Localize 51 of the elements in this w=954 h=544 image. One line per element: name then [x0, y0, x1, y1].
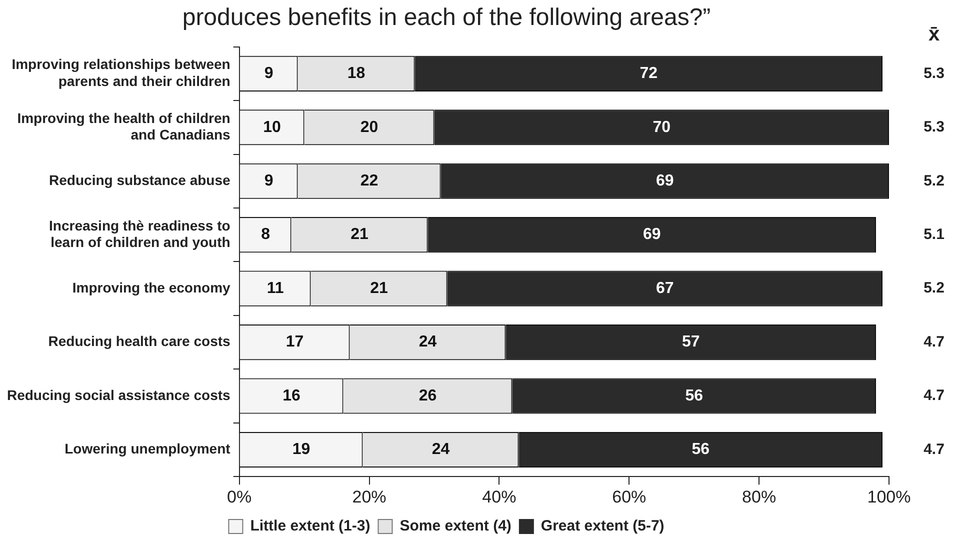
text: 5.1 — [924, 226, 944, 243]
data-label: 20 — [360, 118, 378, 136]
data-label: 22 — [360, 172, 378, 190]
data-label: 18 — [347, 65, 366, 82]
x-tick-label: 60% — [612, 487, 646, 506]
data-label: 56 — [692, 441, 710, 458]
data-label: 69 — [656, 172, 674, 190]
y-tick-label: Reducing health care costs — [48, 333, 231, 350]
x-tick-label: 80% — [742, 487, 776, 506]
y-tick-label: Reducing substance abuse — [49, 172, 231, 188]
data-label: 72 — [640, 65, 658, 82]
data-label: 16 — [282, 387, 301, 404]
legend-label: Little extent (1-3) — [250, 518, 370, 535]
data-label: 57 — [682, 334, 700, 351]
data-label: 19 — [292, 441, 310, 458]
text: 5.3 — [924, 64, 944, 82]
y-tick-label: Improving relationships between parents and their children — [12, 56, 230, 89]
data-label: 56 — [685, 387, 704, 404]
x-tick-label: 20% — [352, 487, 386, 506]
data-label: 10 — [263, 118, 282, 136]
text: 4.7 — [924, 333, 944, 350]
text: x̄ — [928, 23, 940, 46]
text: 4.7 — [924, 387, 944, 404]
data-label: 11 — [266, 280, 284, 297]
x-tick-label: 0% — [227, 487, 252, 506]
x-tick-label: 100% — [867, 487, 911, 506]
data-label: 24 — [432, 441, 450, 458]
y-tick-label: Improving the economy — [72, 279, 231, 296]
text: 5.3 — [924, 118, 944, 136]
text: 5.2 — [924, 280, 944, 297]
x-tick-label: 40% — [482, 487, 516, 506]
chart-title: produces benefits in each of the following areas?” — [182, 4, 711, 32]
data-label: 67 — [656, 280, 674, 297]
data-label: 8 — [261, 226, 270, 244]
text: 4.7 — [924, 440, 944, 458]
legend-label: Some extent (4) — [400, 518, 512, 535]
data-label: 17 — [286, 334, 304, 351]
y-tick-label: Increasing thè readiness to learn of children and youth — [49, 217, 230, 250]
y-tick-label: Reducing social assistance costs — [6, 386, 231, 403]
data-label: 21 — [370, 280, 388, 297]
data-label: 69 — [642, 226, 661, 244]
data-label: 9 — [264, 172, 274, 190]
data-label: 9 — [264, 65, 274, 82]
data-label: 24 — [418, 334, 437, 351]
legend-label: Great extent (5-7) — [540, 518, 664, 535]
data-label: 70 — [652, 118, 671, 136]
data-label: 21 — [350, 226, 369, 244]
y-tick-label: Lowering unemployment — [64, 440, 231, 457]
data-label: 26 — [418, 387, 437, 404]
y-tick-label: Improving the health of children and Canadians — [17, 110, 231, 143]
text: 5.2 — [924, 172, 944, 190]
